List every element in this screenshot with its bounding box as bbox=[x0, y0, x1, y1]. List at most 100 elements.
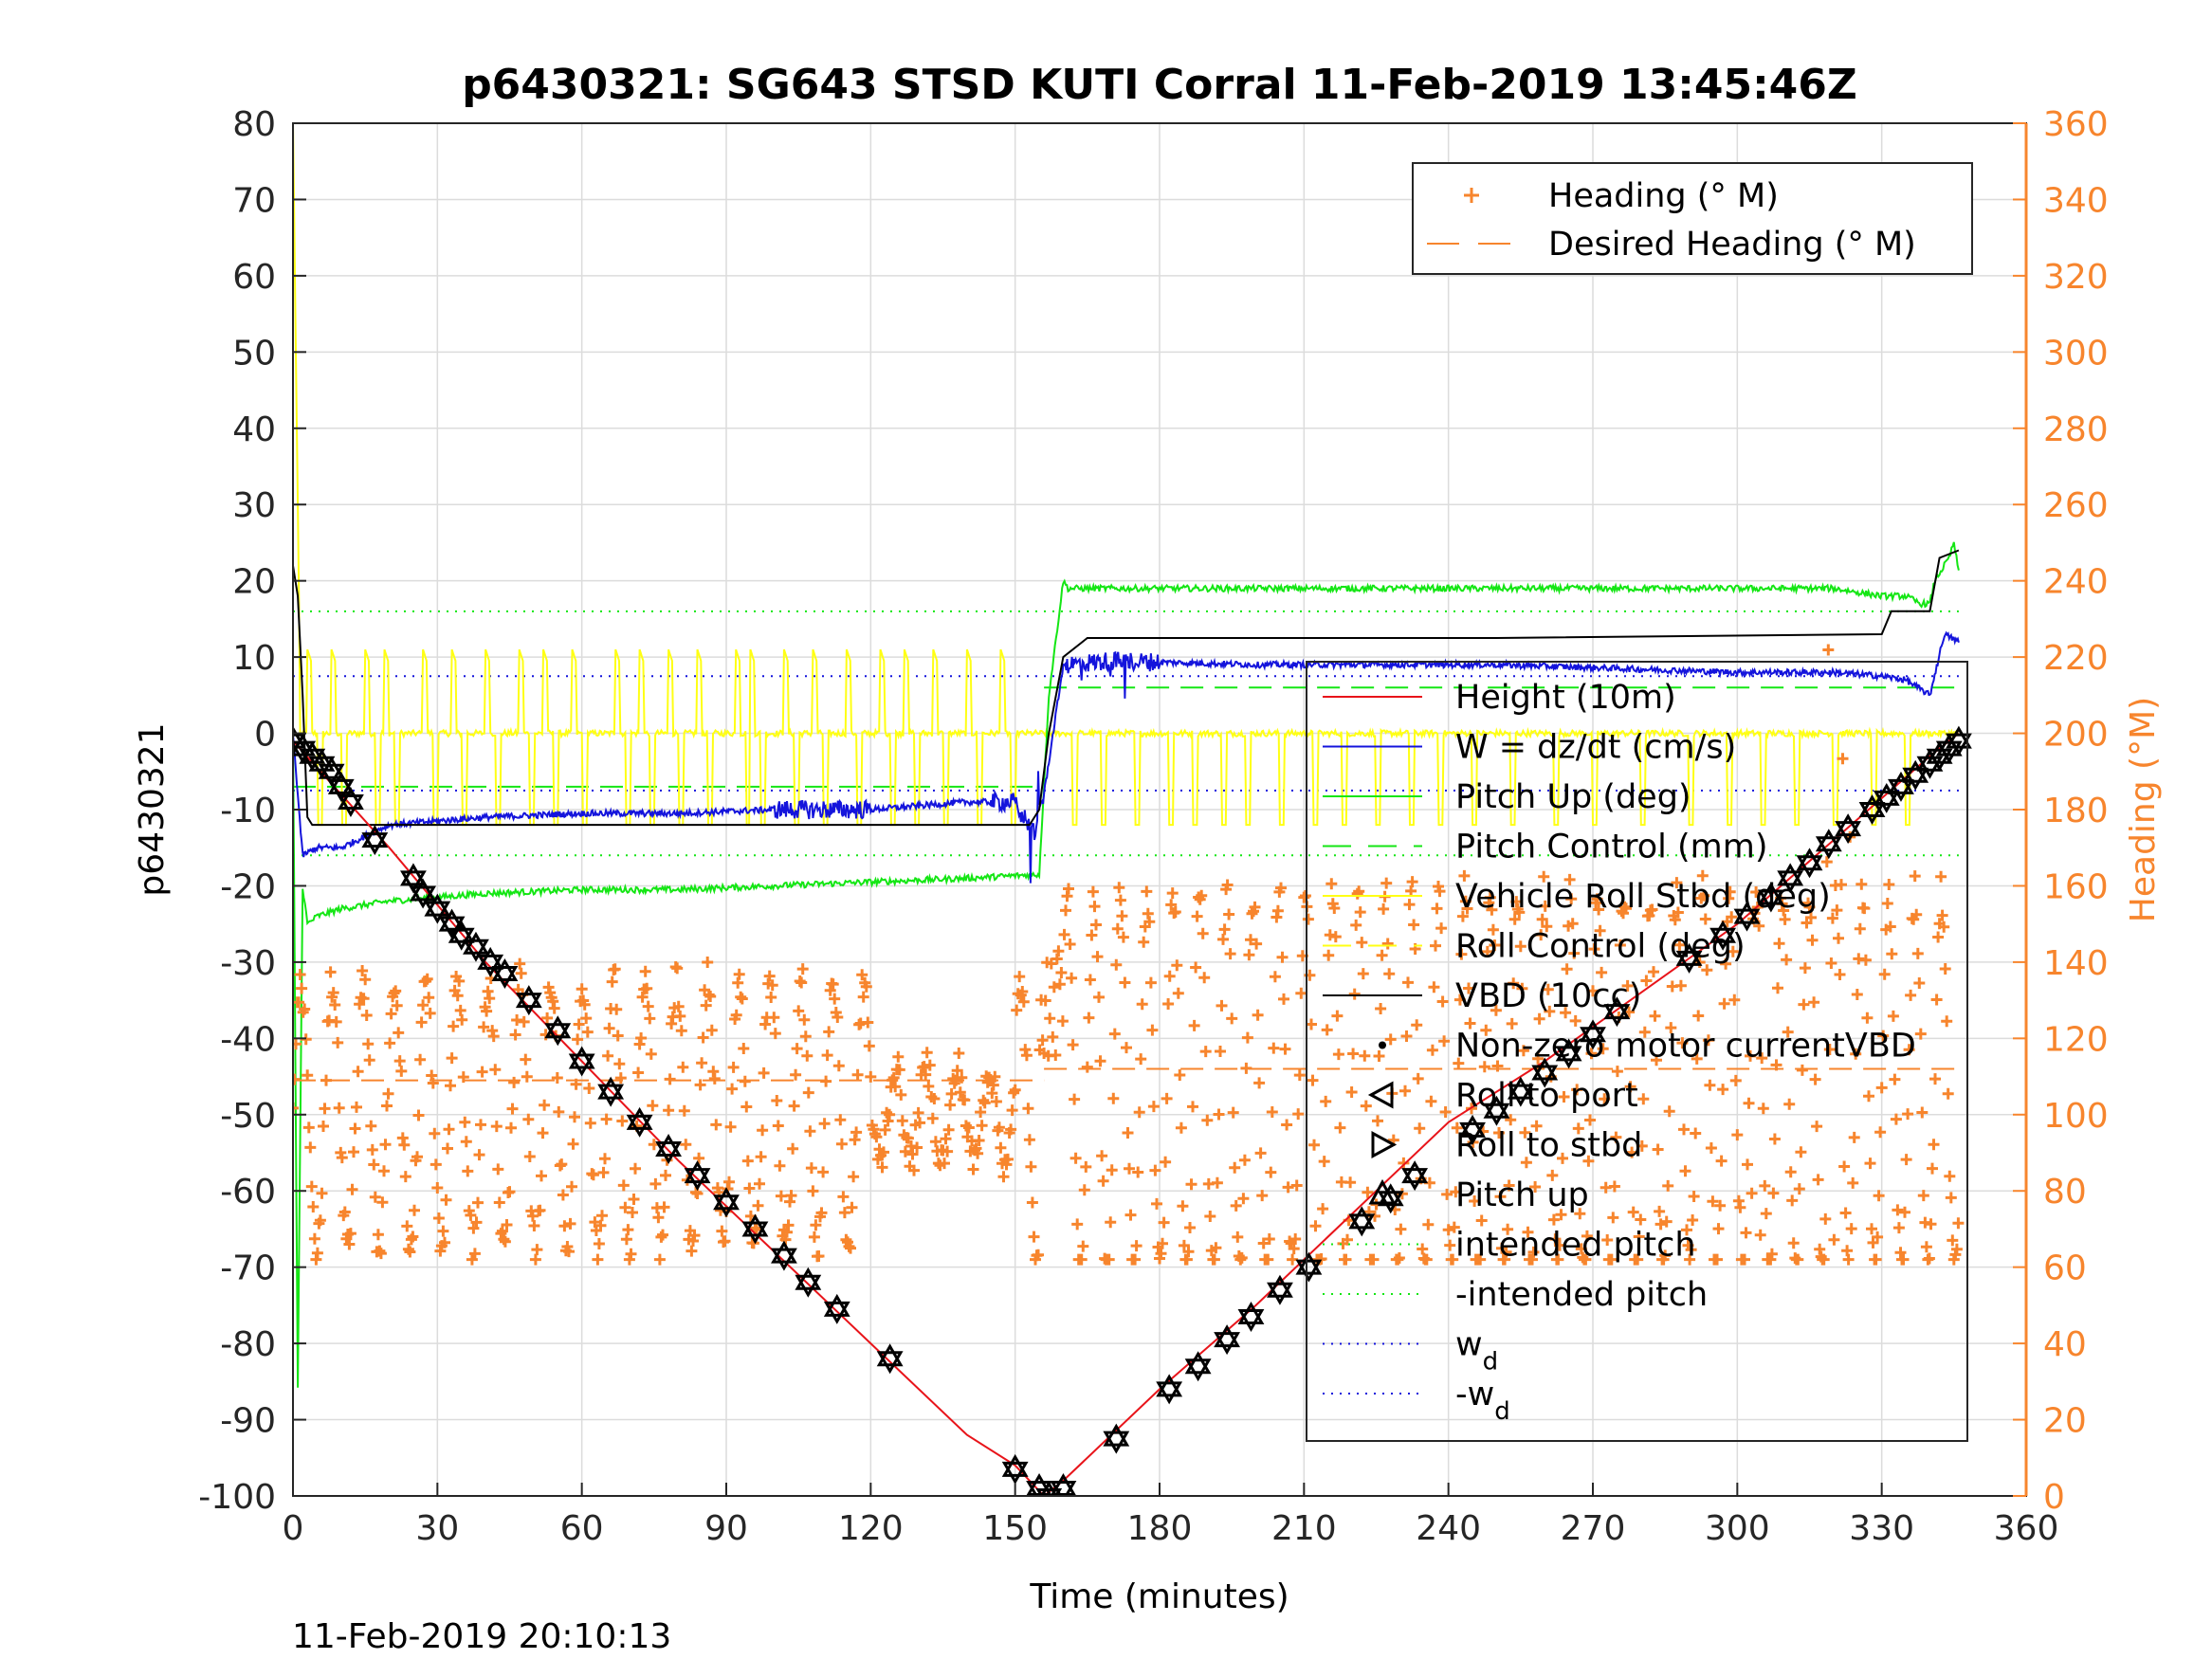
marker-triangle-pair bbox=[361, 825, 389, 856]
legend-main-label: Pitch up bbox=[1455, 1176, 1589, 1214]
marker-triangle-pair bbox=[515, 985, 542, 1016]
legend-swatch-tri-up bbox=[1368, 1178, 1397, 1205]
marker-triangle-pair bbox=[795, 1267, 822, 1298]
y-left-tick-label: -100 bbox=[198, 1478, 276, 1517]
marker-triangle-pair bbox=[597, 1076, 625, 1107]
y-right-tick-label: 0 bbox=[2043, 1478, 2065, 1517]
legend-heading: Heading (° M) Desired Heading (° M) bbox=[1412, 162, 1973, 275]
y-right-tick-label: 60 bbox=[2043, 1249, 2087, 1288]
marker-triangle-pair bbox=[1777, 863, 1804, 894]
y-right-tick-label: 140 bbox=[2043, 944, 2109, 983]
marker-triangle-pair bbox=[448, 920, 475, 951]
marker-triangle-pair bbox=[544, 1015, 572, 1047]
y-left-tick-label: -80 bbox=[220, 1325, 276, 1364]
marker-triangle-pair bbox=[1709, 920, 1737, 951]
y-right-tick-label: 180 bbox=[2043, 792, 2109, 830]
y-axis-right-label: Heading (°M) bbox=[2124, 697, 2163, 922]
y-left-tick-label: 60 bbox=[232, 258, 276, 297]
legend-main-label-subscript: d bbox=[1483, 1348, 1499, 1376]
marker-triangle-pair bbox=[1103, 1423, 1130, 1454]
marker-triangle-pair bbox=[1459, 1114, 1486, 1145]
marker-triangle-pair bbox=[1531, 1057, 1559, 1088]
marker-triangle-pair bbox=[1873, 782, 1900, 813]
x-tick-label: 240 bbox=[1416, 1509, 1481, 1548]
marker-triangle-pair bbox=[1001, 1453, 1029, 1485]
y-right-tick-label: 160 bbox=[2043, 867, 2109, 906]
legend-heading-label: Heading (° M) bbox=[1548, 177, 1779, 215]
legend-main-label: Pitch Control (mm) bbox=[1455, 829, 1767, 866]
marker-triangle-pair bbox=[1507, 1076, 1534, 1107]
legend-main-label: Vehicle Roll Stbd (deg) bbox=[1455, 878, 1831, 916]
marker-triangle-pair bbox=[1835, 813, 1862, 845]
marker-triangle-pair bbox=[1555, 1038, 1582, 1069]
y-right-tick-label: 20 bbox=[2043, 1402, 2087, 1441]
marker-triangle-pair bbox=[1888, 771, 1914, 802]
marker-triangle-pair bbox=[400, 863, 427, 894]
marker-triangle-pair bbox=[1757, 882, 1784, 913]
x-axis-label: Time (minutes) bbox=[1029, 1577, 1289, 1616]
y-left-tick-label: -10 bbox=[220, 792, 276, 830]
y-right-tick-label: 220 bbox=[2043, 639, 2109, 678]
marker-triangle-pair bbox=[463, 931, 489, 962]
legend-heading-swatch bbox=[1464, 188, 1479, 203]
series-roll-line bbox=[293, 123, 1960, 827]
series-pitch-line bbox=[293, 541, 1960, 1388]
y-left-tick-label: 0 bbox=[254, 716, 276, 755]
y-left-tick-label: 70 bbox=[232, 181, 276, 220]
marker-triangle-pair bbox=[1267, 1274, 1293, 1305]
marker-triangle-pair bbox=[318, 756, 345, 787]
marker-triangle-pair bbox=[713, 1187, 740, 1218]
y-right-tick-label: 200 bbox=[2043, 716, 2109, 755]
y-left-tick-label: 40 bbox=[232, 410, 276, 449]
x-tick-label: 120 bbox=[838, 1509, 904, 1548]
legend-heading-label: Desired Heading (° M) bbox=[1548, 226, 1916, 264]
y-right-tick-label: 40 bbox=[2043, 1325, 2087, 1364]
legend-main-box bbox=[1306, 661, 1968, 1442]
y-right-tick-label: 80 bbox=[2043, 1173, 2087, 1212]
marker-triangle-pair bbox=[1945, 725, 1972, 757]
legend-main-label: W = dz/dt (cm/s) bbox=[1455, 729, 1736, 767]
x-tick-label: 210 bbox=[1271, 1509, 1337, 1548]
y-right-tick-label: 360 bbox=[2043, 105, 2109, 144]
legend-main-label: -intended pitch bbox=[1455, 1276, 1708, 1314]
marker-triangle-pair bbox=[823, 1293, 850, 1324]
y-right-tick-label: 320 bbox=[2043, 258, 2109, 297]
marker-triangle-pair bbox=[876, 1343, 904, 1375]
legend-main-label: Roll to port bbox=[1455, 1077, 1638, 1115]
y-axis-left-label: p6430321 bbox=[133, 722, 172, 896]
y-left-tick-label: -50 bbox=[220, 1097, 276, 1136]
x-tick-label: 360 bbox=[1994, 1509, 2059, 1548]
timestamp: 11-Feb-2019 20:10:13 bbox=[292, 1617, 671, 1656]
series-height-line bbox=[293, 732, 1960, 1496]
roll-pitch-markers bbox=[293, 725, 1972, 1496]
marker-triangle-pair bbox=[338, 786, 364, 817]
legend-main-label: VBD (10cc) bbox=[1455, 977, 1641, 1015]
marker-triangle-pair bbox=[1815, 829, 1842, 860]
marker-triangle-pair bbox=[1858, 794, 1886, 825]
y-left-tick-label: 20 bbox=[232, 563, 276, 602]
marker-triangle-pair bbox=[410, 878, 437, 909]
y-left-tick-label: -30 bbox=[220, 944, 276, 983]
legend-main-label-subscript: d bbox=[1494, 1397, 1510, 1426]
marker-triangle-pair bbox=[327, 771, 355, 802]
y-right-tick-label: 300 bbox=[2043, 334, 2109, 373]
legend-heading-box bbox=[1412, 162, 1973, 275]
series-w-line bbox=[293, 630, 1960, 884]
marker-triangle-pair bbox=[1733, 901, 1761, 932]
y-right-tick-label: 280 bbox=[2043, 410, 2109, 449]
heading-plus-marks bbox=[293, 644, 1965, 1266]
marker-triangle-pair bbox=[1214, 1324, 1241, 1356]
marker-triangle-pair bbox=[491, 957, 519, 989]
legend-main-label: Non-zero motor currentVBD bbox=[1455, 1028, 1916, 1066]
y-right-tick-label: 120 bbox=[2043, 1020, 2109, 1059]
legend-swatch-tri-left bbox=[1367, 1081, 1394, 1109]
marker-triangle-pair bbox=[1237, 1301, 1265, 1332]
legend-main-label: Roll Control (deg) bbox=[1455, 928, 1746, 966]
legend-main-label: Pitch Up (deg) bbox=[1455, 778, 1691, 816]
legend-swatch-tri-right bbox=[1371, 1130, 1398, 1159]
y-left-tick-label: -20 bbox=[220, 867, 276, 906]
x-tick-label: 180 bbox=[1127, 1509, 1193, 1548]
x-tick-label: 330 bbox=[1849, 1509, 1914, 1548]
marker-triangle-pair bbox=[1184, 1351, 1212, 1382]
marker-triangle-pair bbox=[424, 893, 451, 924]
